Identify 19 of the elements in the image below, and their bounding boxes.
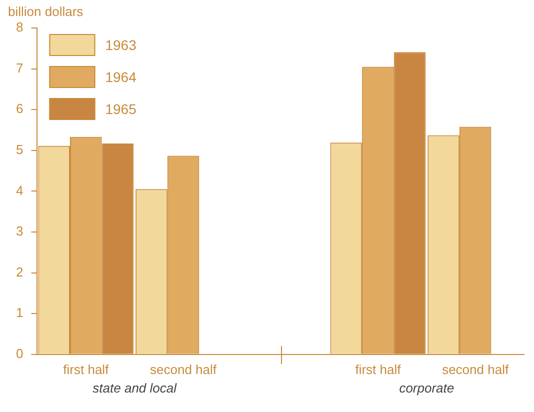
y-tick-label: 6: [16, 101, 24, 116]
x-tick-label: first half: [63, 362, 110, 377]
y-tick-label: 4: [16, 182, 24, 198]
y-tick-label: 7: [16, 60, 24, 76]
y-tick-label: 2: [16, 264, 24, 280]
y-axis-title: billion dollars: [8, 4, 84, 19]
y-tick-label: 3: [16, 224, 24, 239]
x-tick-label: second half: [150, 362, 217, 377]
text: corporate: [399, 380, 454, 396]
y-tick-label: 1: [16, 305, 24, 320]
legend-label: 1964: [105, 68, 137, 85]
y-tick-label: 0: [16, 346, 24, 361]
x-tick-label: first half: [355, 362, 402, 377]
legend-label: 1965: [105, 100, 137, 117]
legend-label: 1963: [105, 36, 137, 53]
text: state and local: [92, 380, 178, 396]
y-tick-label: 8: [16, 20, 24, 35]
x-tick-label: second half: [442, 362, 509, 377]
y-tick-label: 5: [16, 142, 24, 157]
